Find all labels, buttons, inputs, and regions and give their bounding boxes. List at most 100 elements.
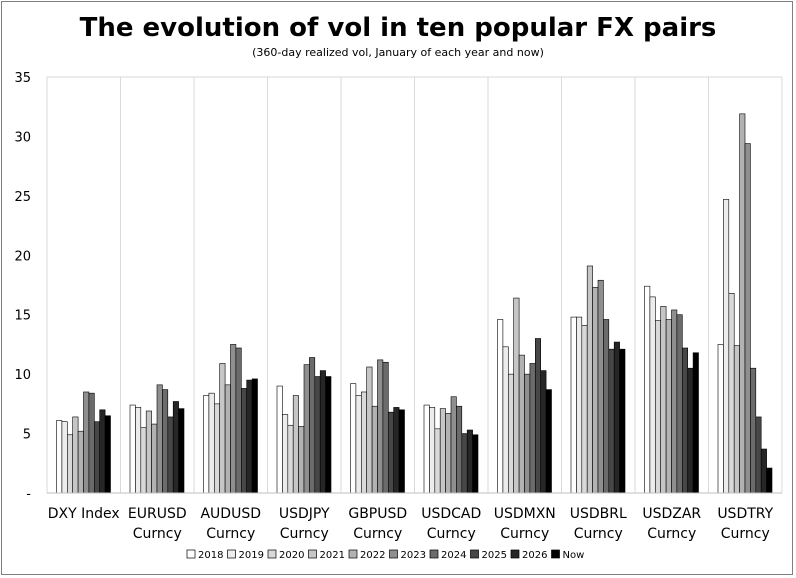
x-tick-label: Curncy <box>574 526 623 542</box>
bar <box>502 346 509 494</box>
legend-label: 2018 <box>198 550 223 561</box>
bar <box>219 363 226 494</box>
x-tick-label: EURUSD <box>128 506 187 522</box>
y-tick-label: 35 <box>14 71 31 86</box>
bar <box>649 296 656 494</box>
bar <box>178 408 185 494</box>
bar <box>162 389 169 494</box>
bar <box>319 370 326 494</box>
bar <box>676 314 683 494</box>
bar <box>325 376 332 494</box>
legend-label: 2023 <box>401 550 426 561</box>
bar <box>429 407 436 494</box>
bar <box>608 348 615 494</box>
bar <box>83 391 90 494</box>
bar <box>570 316 577 494</box>
bar <box>398 409 405 494</box>
bar <box>393 407 400 494</box>
bar <box>72 416 79 494</box>
bar <box>450 396 457 494</box>
x-tick-label: Curncy <box>427 526 476 542</box>
bar <box>665 319 672 494</box>
bar <box>224 384 231 494</box>
bar <box>235 347 242 494</box>
legend-swatch <box>227 549 236 559</box>
bar <box>750 367 757 494</box>
bar <box>61 421 68 494</box>
bar <box>350 383 357 494</box>
bar <box>99 409 106 494</box>
bar <box>445 413 452 494</box>
legend-swatch <box>470 549 479 559</box>
bar <box>287 424 294 494</box>
bar <box>366 366 373 494</box>
bar <box>355 395 362 494</box>
chart-title: The evolution of vol in ten popular FX p… <box>80 13 717 43</box>
bar <box>145 410 152 494</box>
legend-label: 2022 <box>360 550 385 561</box>
bar <box>135 407 142 494</box>
bar <box>67 434 74 494</box>
bar <box>172 401 179 494</box>
gridlines <box>47 76 783 493</box>
bars <box>56 113 773 494</box>
bar <box>309 357 316 494</box>
bar <box>755 416 762 494</box>
bar <box>241 388 248 494</box>
bar <box>692 352 699 494</box>
bar <box>303 364 310 494</box>
bar <box>466 429 473 494</box>
bar <box>613 341 620 494</box>
axes: - 5 10 15 20 25 30 35 DXY Index EURUSD Curncy AUDUS… <box>14 71 782 542</box>
bar <box>497 319 504 494</box>
x-tick-label: Curncy <box>280 526 329 542</box>
bar <box>576 316 583 494</box>
bar <box>251 378 258 494</box>
bar <box>382 361 389 494</box>
y-tick-label: - <box>26 487 31 502</box>
x-tick-label: Curncy <box>500 526 549 542</box>
y-tick-label: 10 <box>14 368 31 383</box>
bar <box>513 297 520 494</box>
bar <box>314 376 321 494</box>
bar <box>586 265 593 494</box>
bar <box>507 373 514 494</box>
bar <box>728 293 735 494</box>
legend-label: Now <box>563 550 585 561</box>
bar <box>292 395 299 494</box>
bar <box>230 344 237 494</box>
bar <box>529 363 536 494</box>
bar <box>214 403 221 494</box>
legend-label: 2026 <box>522 550 547 561</box>
bar <box>276 385 283 494</box>
bar <box>371 405 378 494</box>
bar <box>387 411 394 494</box>
bar <box>603 319 610 494</box>
bar <box>129 404 136 494</box>
bar <box>423 404 430 494</box>
y-tick-label: 25 <box>14 190 31 205</box>
legend-label: 2019 <box>239 550 264 561</box>
bar <box>377 359 384 494</box>
bar <box>140 427 147 494</box>
bar <box>687 367 694 494</box>
x-tick-label: USDZAR <box>642 506 701 522</box>
bar <box>104 415 111 494</box>
x-tick-label: USDTRY <box>717 506 773 522</box>
bar <box>360 391 367 494</box>
bar <box>439 408 446 494</box>
bar <box>619 348 626 494</box>
y-tick-label: 30 <box>14 130 31 145</box>
bar <box>88 392 95 494</box>
bar <box>524 373 531 494</box>
bar <box>766 467 773 494</box>
bar <box>597 279 604 494</box>
x-tick-label: Curncy <box>133 526 182 542</box>
x-tick-label: USDMXN <box>494 506 556 522</box>
x-tick-label: Curncy <box>206 526 255 542</box>
legend-swatch <box>551 549 560 559</box>
legend-swatch <box>308 549 317 559</box>
bar <box>282 414 289 494</box>
y-tick-label: 5 <box>23 428 31 443</box>
bar <box>733 345 740 494</box>
